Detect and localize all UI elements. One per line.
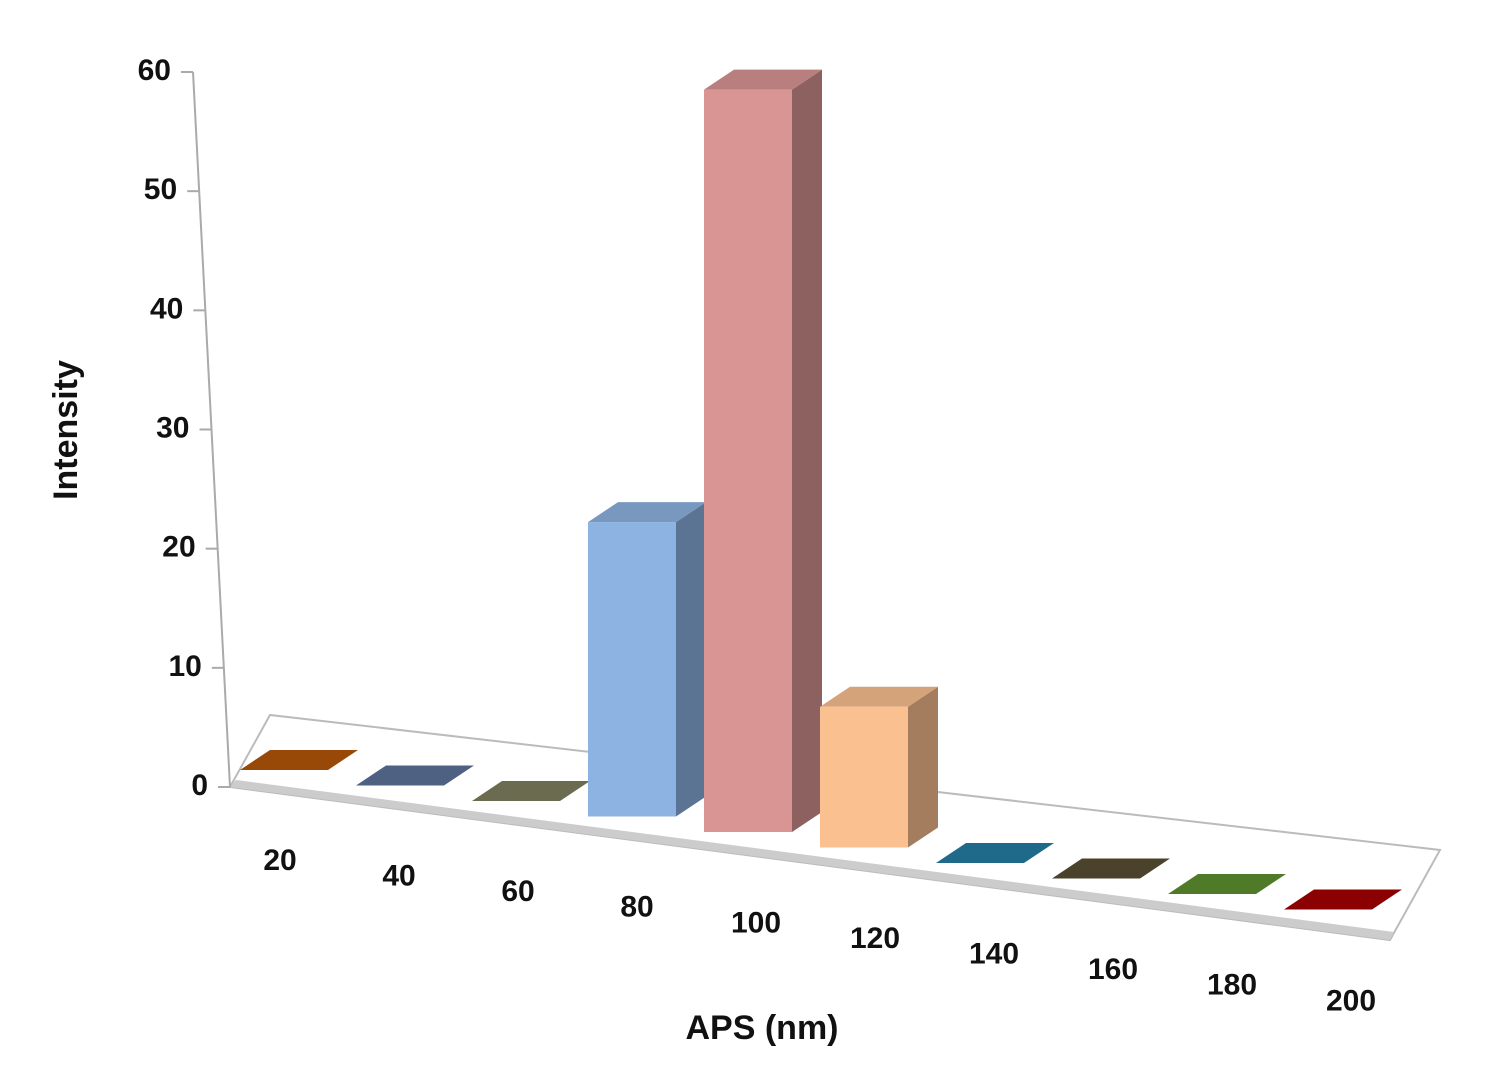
- bar: [820, 706, 908, 848]
- bar-top: [240, 750, 358, 770]
- y-tick-label: 60: [138, 54, 171, 87]
- bar-side: [908, 686, 938, 848]
- y-axis-title: Intensity: [47, 360, 85, 500]
- x-tick-label: 60: [501, 875, 534, 908]
- bar-top: [1052, 858, 1170, 879]
- y-tick-label: 0: [191, 769, 208, 802]
- y-tick-label: 50: [144, 173, 177, 206]
- bar-side: [676, 502, 706, 817]
- bar-top: [356, 765, 474, 786]
- y-tick-label: 30: [156, 411, 189, 444]
- x-tick-label: 20: [263, 844, 296, 877]
- y-tick-label: 10: [168, 650, 201, 683]
- x-tick-label: 80: [620, 891, 653, 924]
- bar-top: [472, 781, 590, 801]
- x-tick-label: 200: [1326, 984, 1376, 1017]
- bar-top: [820, 686, 938, 707]
- x-tick-label: 140: [969, 938, 1019, 971]
- bar-top: [588, 502, 706, 523]
- x-tick-label: 160: [1088, 953, 1138, 986]
- bar-top: [1168, 874, 1286, 894]
- bar-top: [936, 843, 1054, 863]
- bar-side: [792, 69, 822, 833]
- y-tick-label: 40: [150, 292, 183, 325]
- x-tick-label: 100: [731, 906, 781, 939]
- x-tick-label: 120: [850, 922, 900, 955]
- floor-edge: [230, 780, 1394, 940]
- x-axis-title: APS (nm): [686, 1009, 839, 1047]
- y-tick-label: 20: [162, 531, 195, 564]
- x-tick-label: 180: [1207, 969, 1257, 1002]
- bar: [588, 522, 676, 817]
- x-tick-label: 40: [382, 860, 415, 893]
- bar-top: [704, 69, 822, 90]
- bar-top: [1284, 889, 1402, 910]
- bar: [704, 89, 792, 833]
